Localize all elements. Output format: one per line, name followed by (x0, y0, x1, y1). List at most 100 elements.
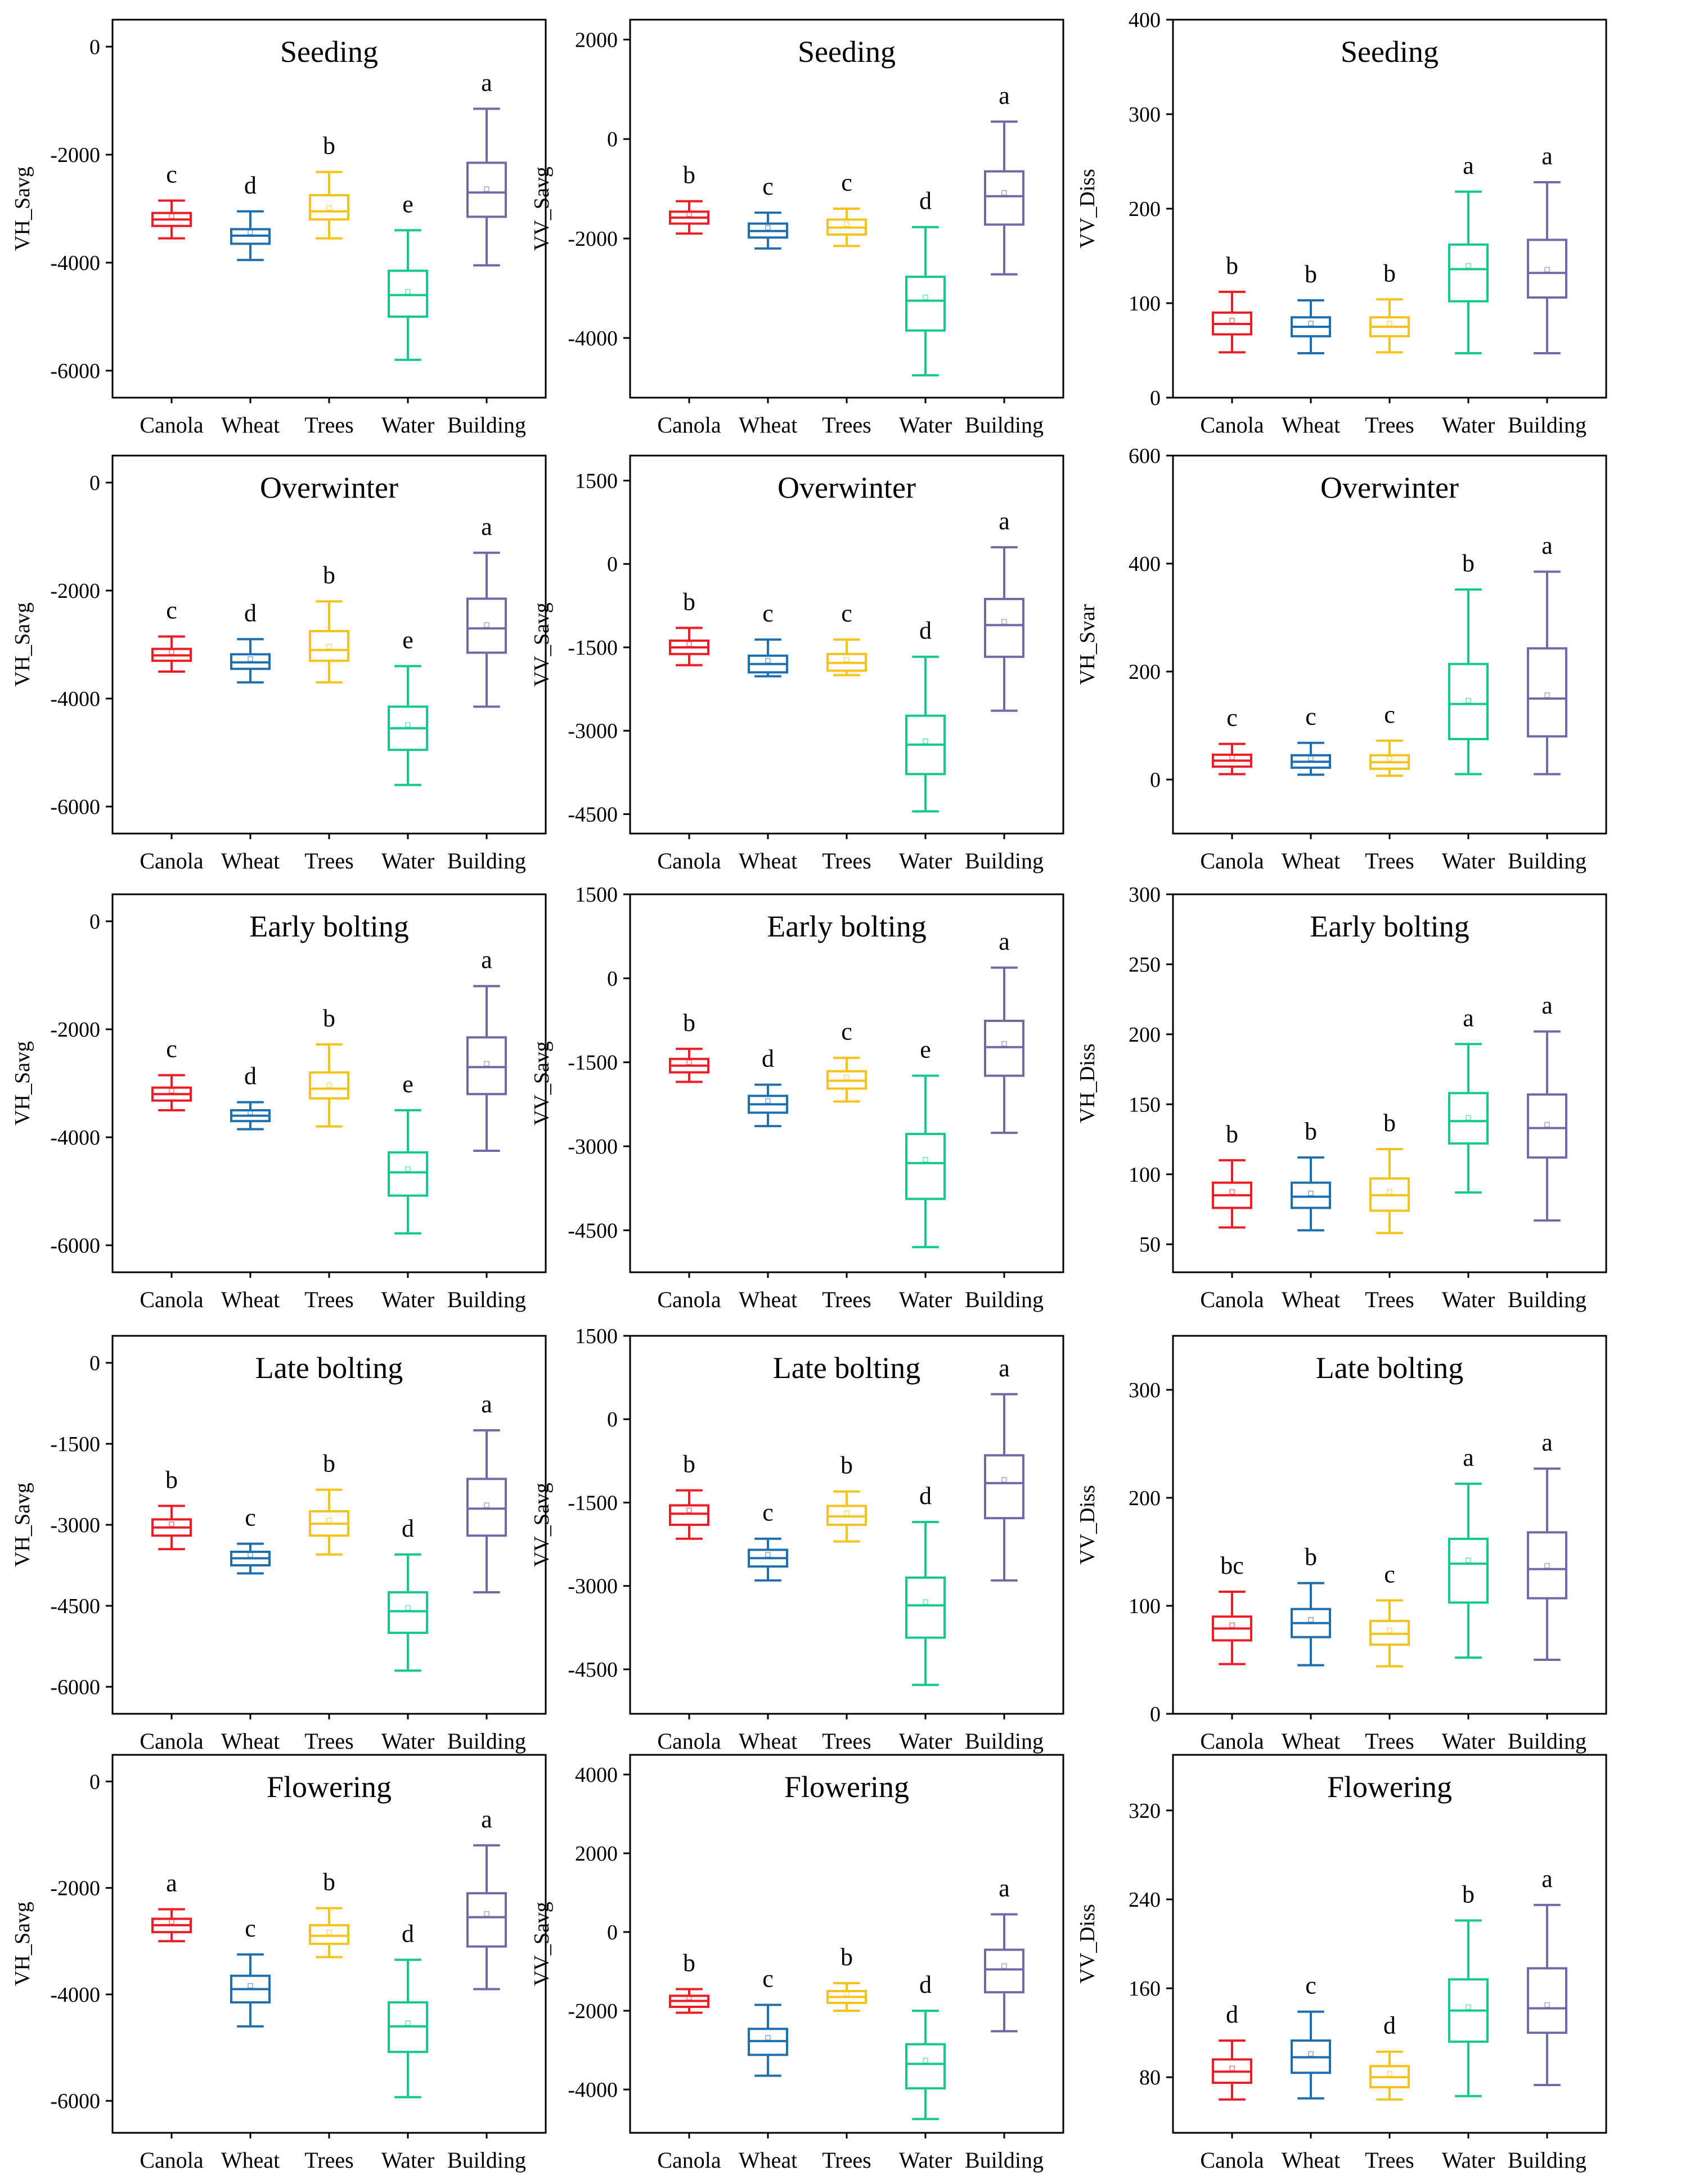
box-iqr (984, 170, 1024, 226)
y-axis-label: VV_Savg (530, 602, 554, 687)
box-mean-marker (169, 1088, 174, 1093)
significance-letter: b (1462, 550, 1475, 577)
significance-letter: b (323, 1005, 335, 1032)
y-axis-label: VV_Savg (530, 166, 554, 251)
box-wheat: c Wheat (221, 1915, 280, 2173)
box-trees: b Trees (304, 1868, 353, 2173)
y-tick-label: 4000 (575, 1763, 618, 1787)
box-mean-marker (1387, 1628, 1392, 1633)
box-building: a Building (1508, 1865, 1586, 2173)
box-building: a Building (447, 1390, 526, 1754)
y-tick-label: 200 (1129, 660, 1161, 684)
y-tick-label: -4500 (568, 1658, 618, 1682)
box-building: a Building (447, 1805, 526, 2173)
x-tick-label: Wheat (1282, 1728, 1340, 1754)
y-tick-label: -3000 (568, 719, 618, 743)
y-tick-label: -3000 (568, 1575, 618, 1598)
box-mean-marker (1001, 1477, 1007, 1483)
significance-letter: d (762, 1044, 774, 1072)
box-iqr (388, 1151, 428, 1197)
box-trees: b Trees (822, 1452, 871, 1754)
x-tick-label: Building (965, 2147, 1044, 2173)
significance-letter: c (841, 169, 852, 196)
y-tick-label: 0 (607, 128, 618, 151)
x-tick-label: Water (1442, 1287, 1495, 1312)
chart-title: Late bolting (773, 1351, 920, 1385)
significance-letter: c (166, 161, 177, 188)
box-wheat: c Wheat (1282, 1972, 1340, 2173)
significance-letter: a (481, 1805, 492, 1833)
y-tick-label: 200 (1129, 1023, 1161, 1047)
significance-letter: a (1463, 1004, 1474, 1032)
significance-letter: b (165, 1466, 178, 1493)
chart-panel-r4c3: 300 200 100 0 VV_Diss Late bolting bc Canola b Wh… (1076, 1335, 1607, 1754)
box-trees: d Trees (1365, 2012, 1414, 2173)
box-iqr (1448, 243, 1489, 303)
y-tick-label: -6000 (50, 795, 100, 819)
x-tick-label: Water (1442, 848, 1495, 873)
x-tick-label: Trees (1365, 848, 1414, 873)
chart-panel-r4c1: 0 -1500 -3000 -4500 -6000 VH_Savg Late bolting… (11, 1335, 547, 1754)
box-trees: c Trees (1365, 1560, 1414, 1754)
y-tick-label: -2000 (568, 2000, 618, 2023)
y-tick-label: 160 (1129, 1977, 1161, 2001)
box-trees: b Trees (822, 1943, 871, 2173)
box-water: e Water (381, 1070, 435, 1312)
significance-letter: d (919, 1971, 932, 1998)
box-canola: b Canola (140, 1466, 204, 1754)
y-tick-label: -4500 (568, 803, 618, 826)
significance-letter: c (762, 173, 774, 200)
x-tick-label: Building (447, 1287, 526, 1312)
chart-title: Overwinter (1320, 471, 1459, 505)
box-water: d Water (899, 1482, 952, 1754)
box-trees: c Trees (822, 1018, 871, 1312)
significance-letter: b (1383, 259, 1396, 287)
x-tick-label: Wheat (739, 412, 797, 438)
x-tick-label: Trees (304, 1287, 353, 1312)
box-iqr (309, 194, 349, 221)
box-building: a Building (1508, 532, 1586, 873)
x-tick-label: Building (1508, 1728, 1586, 1754)
box-trees: b Trees (304, 1450, 353, 1754)
significance-letter: b (323, 1450, 335, 1478)
significance-letter: c (166, 597, 177, 624)
box-water: e Water (381, 190, 435, 438)
x-tick-label: Trees (304, 2147, 353, 2173)
y-tick-label: 0 (607, 1408, 618, 1431)
chart-title: Seeding (280, 35, 378, 69)
y-tick-label: -1500 (568, 1491, 618, 1515)
y-tick-label: 0 (89, 471, 100, 495)
box-iqr (1527, 647, 1567, 738)
box-mean-marker (405, 2020, 411, 2026)
box-mean-marker (1387, 2071, 1392, 2077)
significance-letter: e (402, 626, 413, 654)
y-tick-label: -2000 (568, 227, 618, 251)
box-water: d Water (381, 1515, 435, 1754)
box-iqr (1527, 1093, 1567, 1159)
box-mean-marker (169, 1521, 174, 1527)
box-canola: d Canola (1200, 2001, 1264, 2173)
significance-letter: a (481, 513, 492, 541)
box-building: a Building (965, 82, 1044, 438)
box-water: a Water (1442, 1444, 1495, 1754)
x-tick-label: Trees (822, 1728, 871, 1754)
box-wheat: c Wheat (739, 173, 797, 438)
box-mean-marker (1466, 2004, 1471, 2010)
box-mean-marker (169, 213, 174, 219)
box-mean-marker (1544, 1122, 1550, 1128)
y-tick-label: -2000 (50, 579, 100, 603)
y-tick-label: 300 (1129, 1379, 1161, 1402)
y-axis-label: VV_Diss (1076, 1904, 1099, 1983)
box-mean-marker (686, 211, 692, 217)
box-trees: c Trees (822, 600, 871, 873)
x-tick-label: Building (965, 412, 1044, 438)
box-iqr (905, 1133, 946, 1200)
significance-letter: a (1541, 532, 1553, 559)
box-mean-marker (765, 1098, 771, 1104)
box-building: a Building (1508, 1429, 1586, 1754)
significance-letter: c (762, 1499, 774, 1526)
x-tick-label: Water (381, 848, 435, 873)
box-building: a Building (447, 69, 526, 438)
y-tick-label: 300 (1129, 883, 1161, 907)
box-mean-marker (484, 186, 489, 192)
